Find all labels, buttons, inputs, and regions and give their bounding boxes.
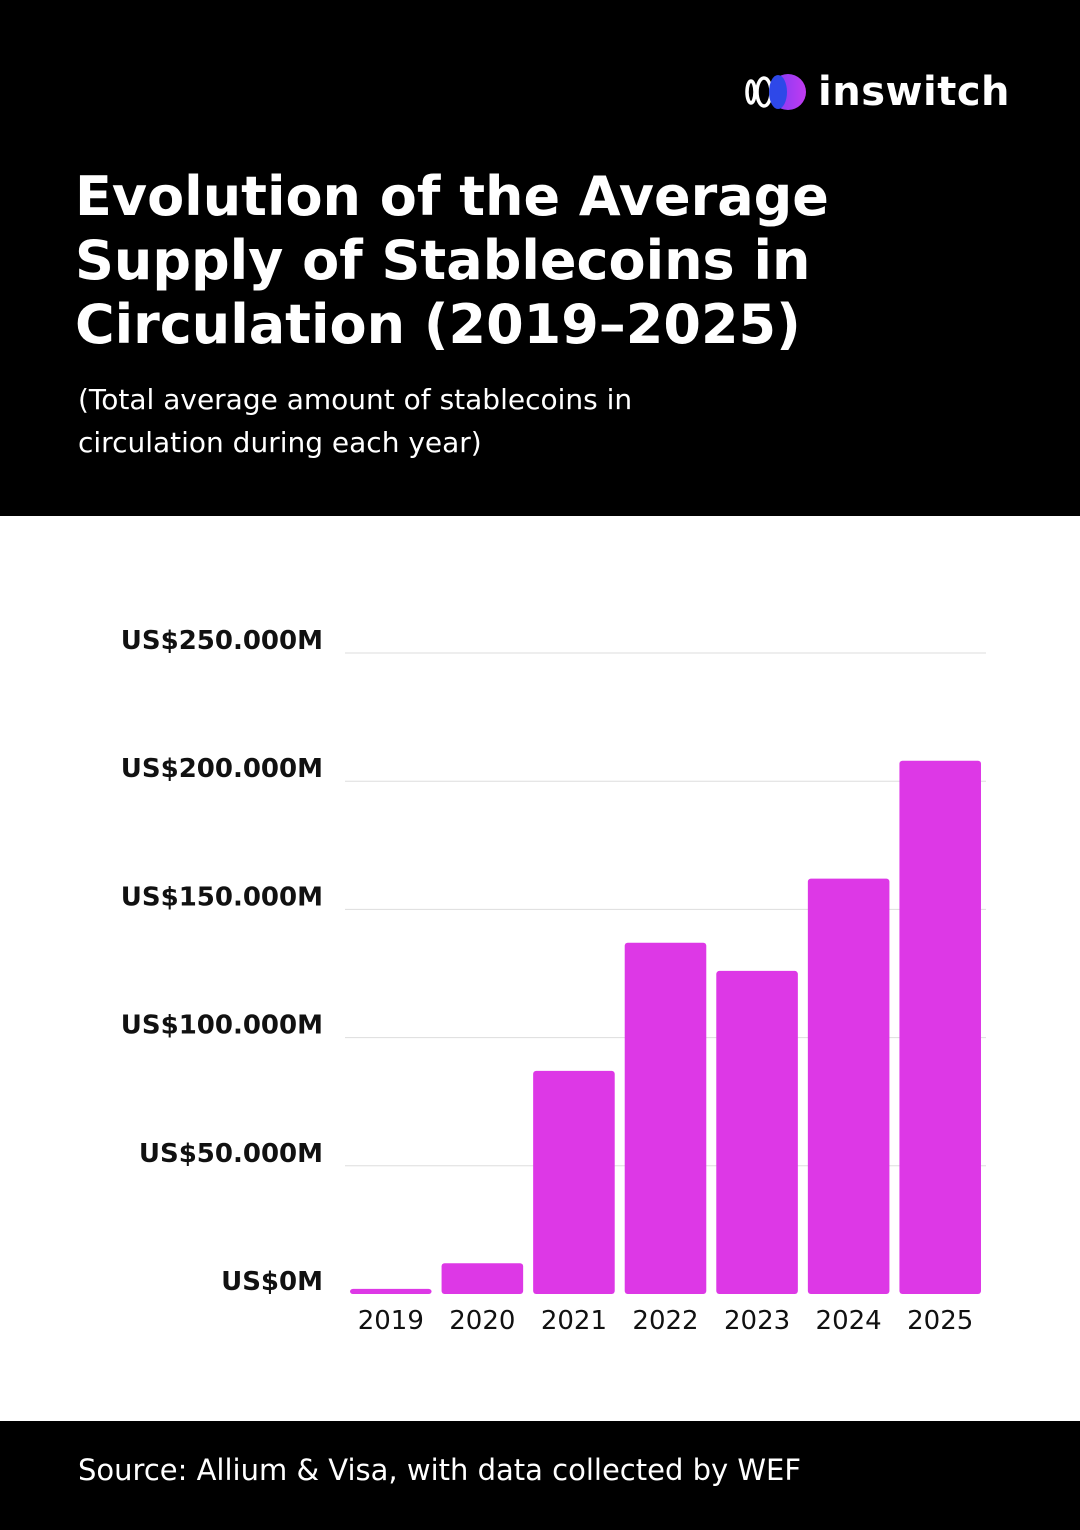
footer: Source: Allium & Visa, with data collect…: [0, 1421, 1080, 1530]
brand-name: inswitch: [818, 69, 1010, 115]
bar-2020: [441, 1263, 524, 1294]
bars: [350, 760, 981, 1294]
y-axis-labels: US$0M US$50.000M US$100.000M US$150.000M US$…: [121, 626, 323, 1297]
x-tick-label: 2019: [358, 1306, 424, 1336]
inswitch-logo-icon: [745, 74, 807, 110]
x-tick-label: 2020: [449, 1306, 515, 1336]
y-tick-label: US$150.000M: [121, 882, 323, 912]
x-axis-labels: 2019 2020 2021 2022 2023 2024 2025: [358, 1306, 974, 1336]
source-note: Source: Allium & Visa, with data collect…: [78, 1453, 802, 1487]
header: inswitch Evolution of the Average Supply…: [0, 0, 1080, 516]
y-tick-label: US$200.000M: [121, 754, 323, 784]
chart-subtitle: (Total average amount of stablecoins in …: [78, 383, 633, 459]
bar-2022: [624, 942, 707, 1294]
brand-logo: inswitch: [744, 66, 1010, 118]
x-tick-label: 2022: [632, 1306, 698, 1336]
bar-chart: US$0M US$50.000M US$100.000M US$150.000M US$…: [121, 626, 986, 1336]
y-tick-label: US$50.000M: [139, 1139, 323, 1169]
bar-2025: [899, 760, 981, 1294]
bar-2023: [716, 970, 798, 1294]
bar-2019: [350, 1288, 432, 1294]
chart-title: Evolution of the Average Supply of Stabl…: [75, 165, 829, 356]
bar-2021: [533, 1070, 615, 1294]
x-tick-label: 2021: [541, 1306, 607, 1336]
y-tick-label: US$0M: [221, 1267, 323, 1297]
y-tick-label: US$250.000M: [121, 626, 323, 656]
y-tick-label: US$100.000M: [121, 1011, 323, 1041]
bar-2024: [807, 878, 890, 1294]
x-tick-label: 2023: [724, 1306, 790, 1336]
x-tick-label: 2025: [907, 1306, 973, 1336]
x-tick-label: 2024: [816, 1306, 882, 1336]
